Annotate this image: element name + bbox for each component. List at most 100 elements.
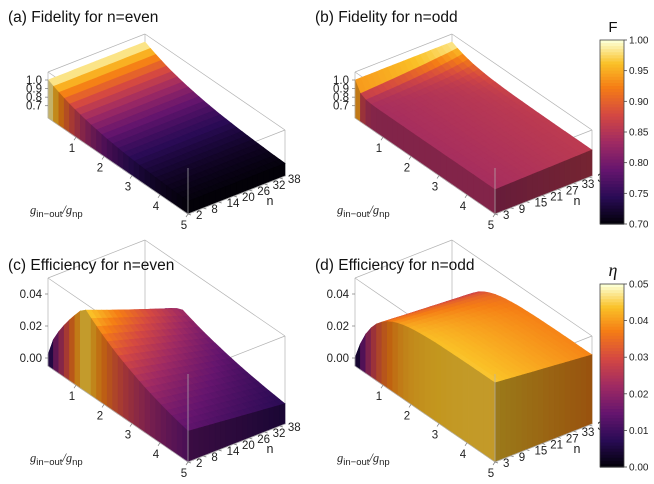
n-tick xyxy=(187,461,192,464)
surface-side xyxy=(505,377,512,459)
colorbar-segment xyxy=(600,110,624,115)
n-tick-label: 3 xyxy=(503,210,509,222)
colorbar-segment xyxy=(600,335,624,340)
surface-side xyxy=(268,406,275,431)
colorbar-segment xyxy=(600,73,624,78)
colorbar-segment xyxy=(600,460,624,465)
colorbar-segment xyxy=(600,40,624,44)
surface-side xyxy=(252,411,259,438)
surface-side xyxy=(456,356,464,441)
colorbar-segment xyxy=(600,290,624,294)
colorbar-segment xyxy=(600,375,624,380)
n-tick-label: 2 xyxy=(196,458,202,470)
colorbar-segment xyxy=(600,369,624,374)
surface-side xyxy=(106,340,113,411)
colorbar-segment xyxy=(600,141,624,145)
surface-side xyxy=(85,309,92,397)
surface-side xyxy=(462,360,469,445)
colorbar-segment xyxy=(600,82,624,87)
colorbar-segment xyxy=(600,366,624,370)
surface-side xyxy=(198,194,205,211)
surface-side xyxy=(478,371,485,456)
colorbar-segment xyxy=(600,171,624,176)
box-edge-back xyxy=(144,239,286,337)
colorbar-segment xyxy=(600,193,624,197)
surface-side xyxy=(413,329,420,411)
n-tick xyxy=(510,207,514,210)
colorbar-segment xyxy=(600,55,624,59)
colorbar-tick-label: 0.85 xyxy=(629,128,649,139)
surface-side xyxy=(526,371,534,450)
surface-side xyxy=(489,185,496,215)
colorbar-segment xyxy=(600,178,624,182)
colorbar-tick-label: 0.80 xyxy=(629,158,649,169)
surface-side xyxy=(451,159,458,189)
surface-side xyxy=(435,342,442,426)
surface-side xyxy=(419,137,426,167)
colorbar-segment xyxy=(600,208,624,213)
surface-side xyxy=(220,420,226,450)
colorbar-segment xyxy=(600,418,624,422)
colorbar-segment xyxy=(600,393,624,398)
colorbar-segment xyxy=(600,445,624,450)
surface-side xyxy=(559,362,566,438)
x-tick xyxy=(157,442,161,446)
colorbar-segment xyxy=(600,190,624,194)
colorbar-segment xyxy=(600,52,624,56)
surface-side xyxy=(548,365,555,442)
colorbar-segment xyxy=(600,305,624,309)
colorbar-segment xyxy=(600,144,624,148)
surface-side xyxy=(90,317,97,400)
n-tick-label: 32 xyxy=(273,428,286,440)
box-edge-front xyxy=(187,175,286,215)
n-tick xyxy=(233,443,238,446)
colorbar-segment xyxy=(600,217,624,222)
colorbar-segment xyxy=(600,384,624,389)
n-tick xyxy=(203,455,207,458)
z-tick-label: 0.9 xyxy=(26,84,42,96)
surface-side xyxy=(440,152,447,182)
box-edge-front xyxy=(47,365,189,463)
x-tick-label: 4 xyxy=(460,449,467,461)
surface-side xyxy=(543,366,550,444)
n-tick-label: 27 xyxy=(566,433,579,445)
x-tick-label: 3 xyxy=(125,430,131,442)
x-tick xyxy=(436,175,440,179)
surface-side xyxy=(580,356,587,429)
colorbar-segment xyxy=(600,79,624,84)
surface-side xyxy=(483,374,490,459)
surface-side xyxy=(440,346,447,430)
x-tick-label: 2 xyxy=(97,410,103,422)
surface-side xyxy=(214,188,221,204)
surface-side xyxy=(263,169,270,185)
surface-side xyxy=(489,378,496,463)
surface-side xyxy=(139,380,146,434)
n-axis-label: n xyxy=(267,194,274,208)
surface-side xyxy=(494,186,501,215)
n-tick xyxy=(187,213,192,216)
colorbar-tick-label: 0.05 xyxy=(629,280,649,291)
surface-side xyxy=(430,339,437,422)
x-tick-label: 4 xyxy=(153,449,160,461)
z-tick-label: 0.7 xyxy=(26,101,42,113)
z-tick-label: 0.7 xyxy=(333,101,349,113)
surface-side xyxy=(53,85,60,126)
colorbar-segment xyxy=(600,98,624,102)
colorbar-segment xyxy=(600,348,624,352)
z-tick-label: 1.0 xyxy=(26,75,42,87)
surface-side xyxy=(462,166,469,197)
surface-side xyxy=(354,343,361,371)
n-tick-label: 14 xyxy=(227,198,240,210)
surface-side xyxy=(430,144,437,174)
colorbar-segment xyxy=(600,302,624,306)
colorbar-tick-label: 0.02 xyxy=(629,389,649,400)
surface-side xyxy=(370,103,377,134)
n-tick-label: 8 xyxy=(211,452,217,464)
colorbar-segment xyxy=(600,311,624,316)
x-tick-label: 1 xyxy=(69,143,75,155)
z-tick-label: 0.00 xyxy=(20,353,42,365)
colorbar-efficiency: 0.05 0.04 0.03 0.02 0.01 0.00 η xyxy=(599,260,649,474)
x-tick xyxy=(73,137,77,141)
colorbar-segment xyxy=(600,92,624,96)
surface-side xyxy=(586,149,593,179)
